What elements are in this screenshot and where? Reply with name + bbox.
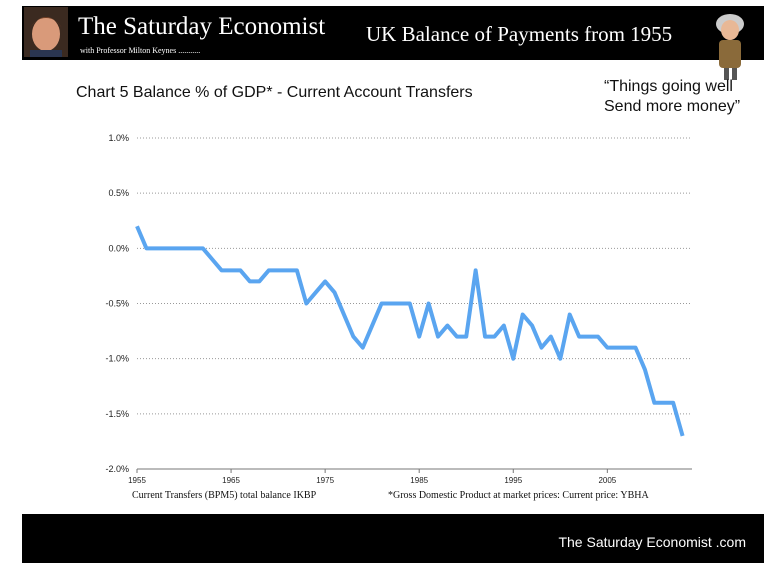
byline: with Professor Milton Keynes ........... bbox=[80, 46, 200, 55]
x-tick-label: 1975 bbox=[316, 476, 334, 485]
x-tick-label: 1955 bbox=[128, 476, 146, 485]
headline: UK Balance of Payments from 1955 bbox=[366, 22, 672, 46]
y-tick-label: -1.0% bbox=[105, 354, 129, 364]
chart-title: Chart 5 Balance % of GDP* - Current Acco… bbox=[76, 84, 473, 101]
annotation: “Things going well bbox=[604, 78, 733, 95]
plot: -2.0% -1.5% -1.0% -0.5% 0.0% 0.5% 1.0% 1955 1965… bbox=[105, 133, 692, 485]
y-tick-label: 1.0% bbox=[108, 133, 129, 143]
y-tick-label: -0.5% bbox=[105, 299, 129, 309]
brand: The Saturday Economist bbox=[78, 13, 325, 40]
y-tick-label: 0.0% bbox=[108, 243, 129, 253]
note: *Gross Domestic Product at market prices… bbox=[388, 490, 649, 501]
y-tick-label: 0.5% bbox=[108, 188, 129, 198]
note: Current Transfers (BPM5) total balance I… bbox=[132, 490, 317, 501]
x-tick-label: 2005 bbox=[598, 476, 616, 485]
header-bar bbox=[22, 6, 764, 60]
x-tick-label: 1985 bbox=[410, 476, 428, 485]
y-tick-label: -1.5% bbox=[105, 409, 129, 419]
data-line bbox=[135, 225, 685, 437]
portrait bbox=[24, 7, 68, 57]
x-tick-label: 1995 bbox=[504, 476, 522, 485]
x-tick-label: 1965 bbox=[222, 476, 240, 485]
footer-bar bbox=[22, 514, 764, 563]
y-tick-label: -2.0% bbox=[105, 464, 129, 474]
cartoon bbox=[716, 14, 744, 80]
footer-site: The Saturday Economist .com bbox=[558, 534, 746, 550]
annotation: Send more money” bbox=[604, 98, 740, 115]
